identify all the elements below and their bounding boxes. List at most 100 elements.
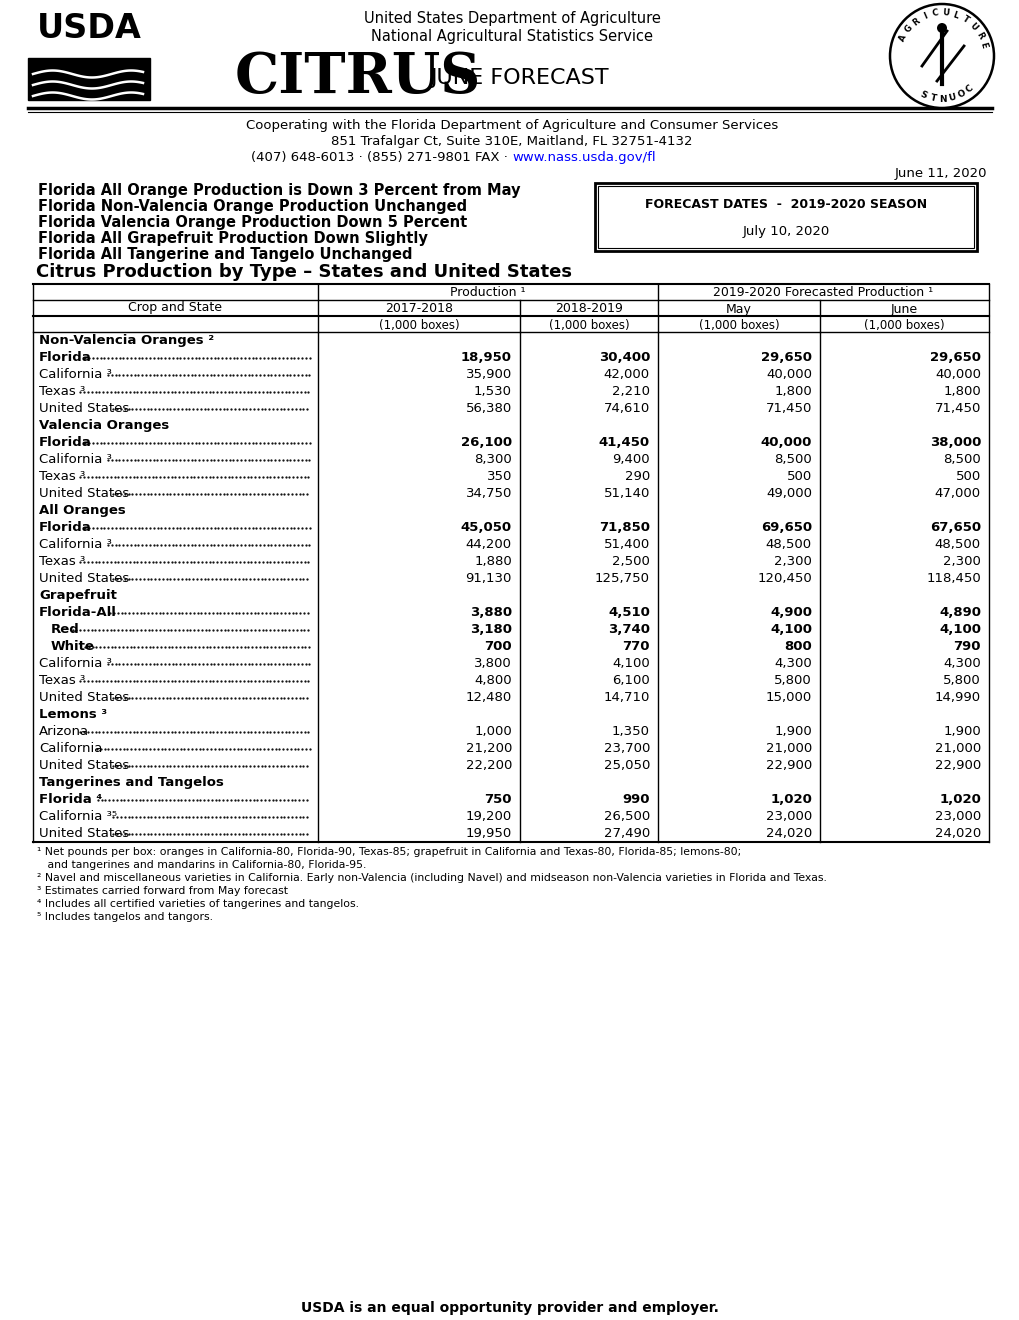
Text: United States: United States (39, 690, 129, 704)
Text: 2,300: 2,300 (773, 554, 811, 568)
Text: 49,000: 49,000 (765, 487, 811, 500)
Text: 22,900: 22,900 (933, 759, 980, 772)
Text: Non-Valencia Oranges ²: Non-Valencia Oranges ² (39, 334, 214, 347)
Text: May: May (726, 302, 751, 315)
Text: Florida: Florida (39, 436, 92, 449)
Text: N: N (937, 95, 946, 103)
Text: U: U (947, 92, 956, 103)
Text: Red: Red (51, 623, 79, 636)
Text: ³ Estimates carried forward from May forecast: ³ Estimates carried forward from May for… (37, 886, 287, 896)
Text: 12,480: 12,480 (466, 690, 512, 704)
Text: 26,100: 26,100 (461, 436, 512, 449)
Text: 3,180: 3,180 (470, 623, 512, 636)
Text: L: L (951, 11, 959, 20)
Text: 2,500: 2,500 (611, 554, 649, 568)
Text: 1,880: 1,880 (474, 554, 512, 568)
Text: 4,300: 4,300 (943, 657, 980, 671)
Text: ¹ Net pounds per box: oranges in California-80, Florida-90, Texas-85; grapefruit: ¹ Net pounds per box: oranges in Califor… (37, 847, 741, 857)
Text: 18,950: 18,950 (461, 351, 512, 364)
Text: ⁴ Includes all certified varieties of tangerines and tangelos.: ⁴ Includes all certified varieties of ta… (37, 899, 359, 909)
Text: 9,400: 9,400 (611, 453, 649, 466)
Text: (1,000 boxes): (1,000 boxes) (378, 318, 459, 331)
Bar (597, 186, 973, 248)
Text: 29,650: 29,650 (760, 351, 811, 364)
Text: 40,000: 40,000 (934, 368, 980, 381)
Text: 29,650: 29,650 (929, 351, 980, 364)
Text: Citrus Production by Type – States and United States: Citrus Production by Type – States and U… (36, 263, 572, 281)
Text: R: R (973, 30, 984, 40)
Text: Florida: Florida (39, 351, 92, 364)
Text: Cooperating with the Florida Department of Agriculture and Consumer Services: Cooperating with the Florida Department … (246, 120, 777, 132)
Text: Texas ³: Texas ³ (39, 385, 86, 399)
Text: Texas ³: Texas ³ (39, 554, 86, 568)
Text: (1,000 boxes): (1,000 boxes) (548, 318, 629, 331)
Text: A: A (897, 33, 908, 42)
Text: United States: United States (39, 572, 129, 585)
Text: 67,650: 67,650 (929, 521, 980, 535)
Text: Texas ³: Texas ³ (39, 675, 86, 686)
Text: USDA is an equal opportunity provider and employer.: USDA is an equal opportunity provider an… (301, 1302, 718, 1315)
Text: C: C (930, 9, 938, 18)
Text: (1,000 boxes): (1,000 boxes) (698, 318, 779, 331)
Text: 40,000: 40,000 (765, 368, 811, 381)
Text: 8,300: 8,300 (474, 453, 512, 466)
Text: T: T (928, 92, 936, 103)
Text: 44,200: 44,200 (466, 539, 512, 550)
Text: 30,400: 30,400 (598, 351, 649, 364)
Text: 750: 750 (484, 793, 512, 807)
Text: United States Department of Agriculture: United States Department of Agriculture (363, 11, 659, 25)
Text: 71,450: 71,450 (765, 403, 811, 414)
Text: 23,000: 23,000 (933, 810, 980, 822)
Text: O: O (955, 88, 966, 100)
Text: 23,700: 23,700 (603, 742, 649, 755)
Text: 4,100: 4,100 (938, 623, 980, 636)
Text: 1,900: 1,900 (773, 725, 811, 738)
Text: 4,900: 4,900 (769, 606, 811, 619)
Text: 290: 290 (624, 470, 649, 483)
Text: Arizona: Arizona (39, 725, 89, 738)
Text: June 11, 2020: June 11, 2020 (894, 166, 986, 180)
Text: July 10, 2020: July 10, 2020 (742, 224, 828, 238)
Text: 120,450: 120,450 (756, 572, 811, 585)
Text: 22,900: 22,900 (765, 759, 811, 772)
Text: 2017-2018: 2017-2018 (384, 302, 452, 315)
Text: 3,880: 3,880 (470, 606, 512, 619)
Text: 5,800: 5,800 (773, 675, 811, 686)
Text: 19,950: 19,950 (466, 828, 512, 840)
Text: 2019-2020 Forecasted Production ¹: 2019-2020 Forecasted Production ¹ (712, 286, 932, 300)
Text: 4,300: 4,300 (773, 657, 811, 671)
Text: 1,800: 1,800 (943, 385, 980, 399)
Text: 4,510: 4,510 (607, 606, 649, 619)
Text: 21,000: 21,000 (933, 742, 980, 755)
Text: 42,000: 42,000 (603, 368, 649, 381)
Text: 24,020: 24,020 (765, 828, 811, 840)
Text: 71,450: 71,450 (933, 403, 980, 414)
Text: Florida Valencia Orange Production Down 5 Percent: Florida Valencia Orange Production Down … (38, 214, 467, 230)
Text: 350: 350 (486, 470, 512, 483)
Text: 2018-2019: 2018-2019 (554, 302, 623, 315)
Text: White: White (51, 640, 95, 653)
Text: Florida All Tangerine and Tangelo Unchanged: Florida All Tangerine and Tangelo Unchan… (38, 247, 412, 261)
Text: 41,450: 41,450 (598, 436, 649, 449)
Text: 6,100: 6,100 (611, 675, 649, 686)
Text: 26,500: 26,500 (603, 810, 649, 822)
Text: U: U (967, 21, 978, 32)
Text: 51,140: 51,140 (603, 487, 649, 500)
Text: Grapefruit: Grapefruit (39, 589, 117, 602)
Text: ⁵ Includes tangelos and tangors.: ⁵ Includes tangelos and tangors. (37, 912, 213, 921)
Text: 27,490: 27,490 (603, 828, 649, 840)
Text: T: T (960, 15, 969, 25)
Text: 71,850: 71,850 (598, 521, 649, 535)
Text: S: S (918, 90, 927, 100)
Text: United States: United States (39, 759, 129, 772)
Text: United States: United States (39, 828, 129, 840)
Text: 1,350: 1,350 (611, 725, 649, 738)
Text: 91,130: 91,130 (465, 572, 512, 585)
Text: www.nass.usda.gov/fl: www.nass.usda.gov/fl (512, 152, 655, 165)
Text: Florida All Grapefruit Production Down Slightly: Florida All Grapefruit Production Down S… (38, 231, 427, 246)
Text: Texas ³: Texas ³ (39, 470, 86, 483)
Text: 3,740: 3,740 (607, 623, 649, 636)
Text: 35,900: 35,900 (466, 368, 512, 381)
Text: 48,500: 48,500 (934, 539, 980, 550)
Text: 19,200: 19,200 (466, 810, 512, 822)
